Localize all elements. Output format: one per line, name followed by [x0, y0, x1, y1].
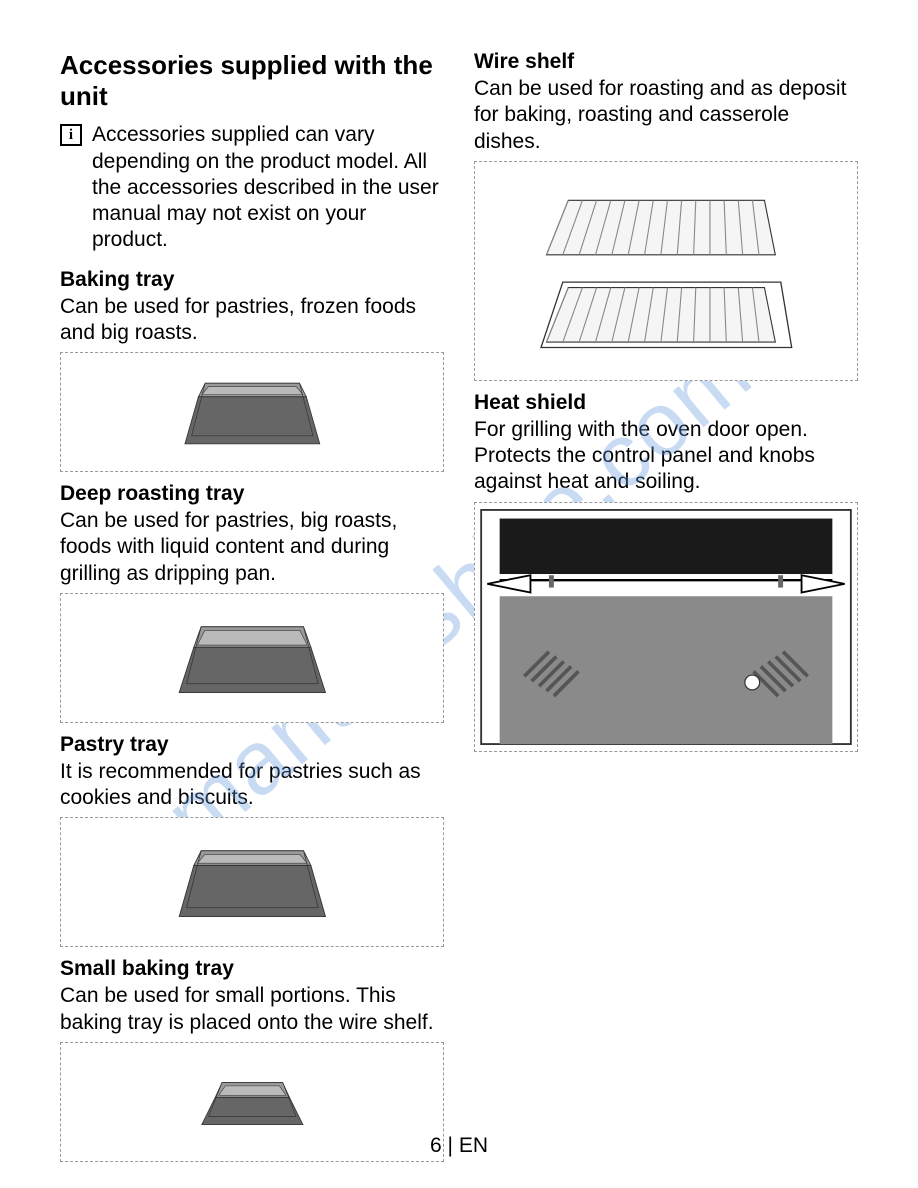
accessory-section: Heat shieldFor grilling with the oven do…: [474, 391, 858, 752]
accessory-section: Small baking trayCan be used for small p…: [60, 957, 444, 1162]
info-text: Accessories supplied can vary depending …: [92, 122, 444, 253]
section-heading: Small baking tray: [60, 957, 444, 981]
info-block: i Accessories supplied can vary dependin…: [60, 122, 444, 253]
section-description: Can be used for pastries, big roasts, fo…: [60, 508, 444, 587]
section-description: Can be used for small portions. This bak…: [60, 983, 444, 1036]
section-image-box: [474, 502, 858, 752]
section-image-box: [474, 161, 858, 381]
accessory-section: Baking trayCan be used for pastries, fro…: [60, 268, 444, 473]
page-footer: 6 | EN: [0, 1134, 918, 1158]
section-image-box: [60, 352, 444, 472]
left-column: Accessories supplied with the unit i Acc…: [60, 50, 444, 1172]
section-heading: Baking tray: [60, 268, 444, 292]
right-column: Wire shelfCan be used for roasting and a…: [474, 50, 858, 1172]
section-heading: Pastry tray: [60, 733, 444, 757]
section-heading: Wire shelf: [474, 50, 858, 74]
accessory-section: Wire shelfCan be used for roasting and a…: [474, 50, 858, 381]
page-columns: Accessories supplied with the unit i Acc…: [60, 50, 858, 1172]
footer-page-number: 6: [430, 1134, 442, 1157]
section-image-box: [60, 593, 444, 723]
accessory-section: Pastry trayIt is recommended for pastrie…: [60, 733, 444, 948]
section-heading: Deep roasting tray: [60, 482, 444, 506]
accessory-section: Deep roasting trayCan be used for pastri…: [60, 482, 444, 723]
section-description: It is recommended for pastries such as c…: [60, 759, 444, 812]
section-description: Can be used for roasting and as deposit …: [474, 76, 858, 155]
footer-lang: EN: [459, 1134, 488, 1157]
section-description: Can be used for pastries, frozen foods a…: [60, 294, 444, 347]
section-image-box: [60, 817, 444, 947]
section-heading: Heat shield: [474, 391, 858, 415]
page-title: Accessories supplied with the unit: [60, 50, 444, 112]
footer-separator: |: [442, 1134, 459, 1157]
section-description: For grilling with the oven door open. Pr…: [474, 417, 858, 496]
info-icon: i: [60, 124, 82, 146]
